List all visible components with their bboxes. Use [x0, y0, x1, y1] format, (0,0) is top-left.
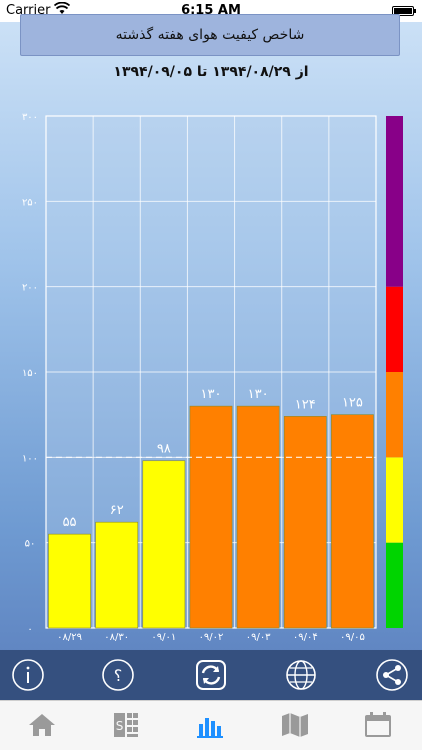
globe-icon[interactable] [283, 657, 319, 693]
scale-band [386, 542, 403, 628]
x-tick-label: ۰۹/۰۱ [151, 632, 176, 643]
page-title-box: شاخص کیفیت هوای هفته گذشته [20, 14, 400, 56]
x-tick-label: ۰۹/۰۵ [340, 632, 365, 643]
value-label: ۱۲۵ [342, 396, 363, 411]
svg-text:S: S [116, 719, 124, 733]
wifi-icon [53, 1, 71, 19]
aqi-chart: ۵۵ ۰۸/۲۹ ۶۲ ۰۸/۳۰ ۹۸ ۰۹/۰۱ ۱۳۰ ۰۹/۰۲ ۱۳۰ ۰۹/۰۳ ۱۲۴… [22, 112, 403, 643]
chart-icon[interactable] [190, 707, 230, 743]
x-tick-label: ۰۸/۲۹ [57, 632, 82, 643]
x-tick-label: ۰۸/۳۰ [104, 632, 129, 643]
tab-bar: S [0, 700, 422, 750]
value-label: ۱۳۰ [201, 387, 222, 402]
stations-icon[interactable]: S [106, 707, 146, 743]
scale-band [386, 116, 403, 287]
y-tick-label: ۰ [27, 624, 32, 635]
y-tick-label: ۵۰ [25, 539, 36, 550]
refresh-icon[interactable] [193, 657, 229, 693]
bar [331, 414, 374, 629]
scale-band [386, 286, 403, 372]
date-range: از ۱۳۹۴/۰۸/۲۹ تا ۱۳۹۴/۰۹/۰۵ [113, 64, 309, 80]
share-icon[interactable] [374, 657, 410, 693]
y-tick-label: ۱۵۰ [22, 368, 38, 379]
value-label: ۵۵ [63, 515, 77, 530]
battery-icon [392, 6, 416, 16]
calendar-icon[interactable] [358, 707, 398, 743]
help-icon[interactable]: ؟ [100, 657, 136, 693]
bar [283, 416, 327, 629]
scale-band [386, 372, 403, 458]
value-label: ۹۸ [157, 442, 171, 457]
y-tick-label: ۲۰۰ [22, 283, 38, 294]
value-label: ۱۳۰ [248, 387, 269, 402]
map-icon[interactable] [275, 707, 315, 743]
bar [48, 533, 91, 629]
home-icon[interactable] [22, 707, 62, 743]
x-tick-label: ۰۹/۰۲ [199, 632, 224, 643]
scale-band [386, 457, 403, 543]
svg-text:؟: ؟ [114, 666, 123, 685]
value-label: ۱۲۴ [295, 397, 316, 412]
bottom-toolbar: ؟ [0, 650, 422, 700]
x-tick-label: ۰۹/۰۴ [293, 632, 318, 643]
info-icon[interactable] [10, 657, 46, 693]
bar [189, 405, 233, 629]
bar [236, 405, 280, 629]
page-title: شاخص کیفیت هوای هفته گذشته [115, 27, 305, 43]
y-tick-label: ۲۵۰ [22, 197, 38, 208]
value-label: ۶۲ [110, 503, 124, 518]
y-tick-label: ۱۰۰ [22, 453, 38, 464]
bar [95, 521, 139, 629]
x-tick-label: ۰۹/۰۳ [246, 632, 271, 643]
bar [142, 460, 186, 629]
y-tick-label: ۳۰۰ [22, 112, 38, 123]
